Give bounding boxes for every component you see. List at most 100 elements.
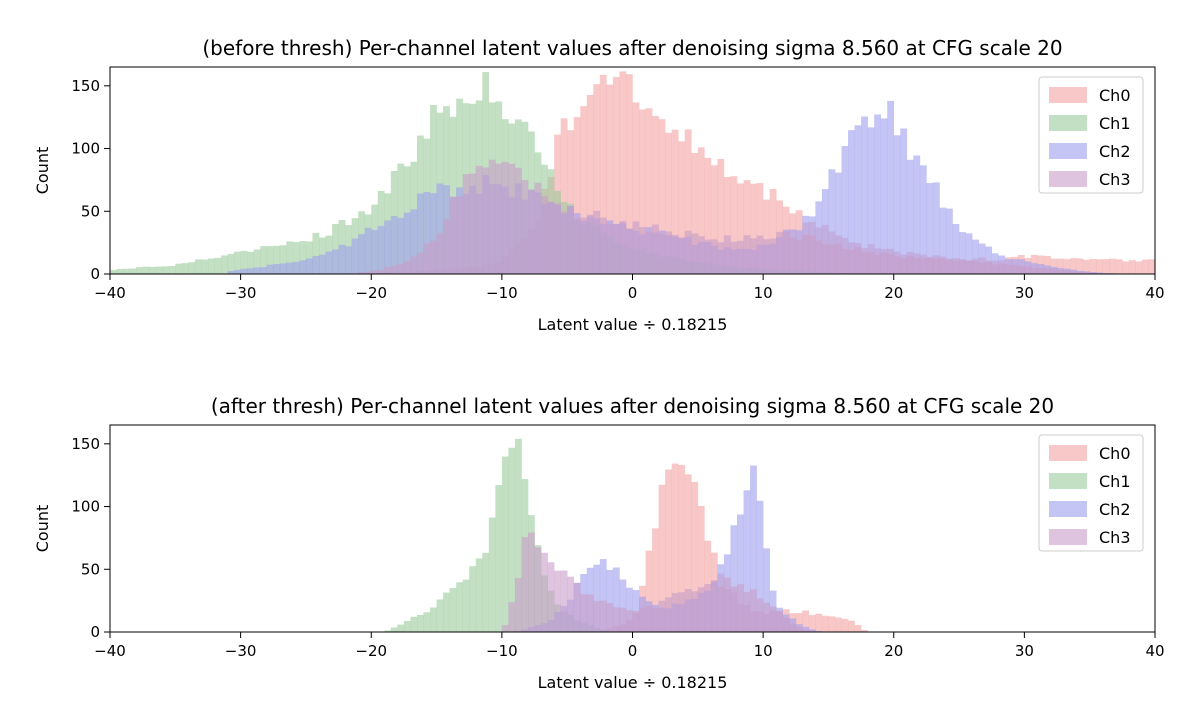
histogram-bar xyxy=(730,525,738,632)
histogram-bar xyxy=(207,258,215,274)
histogram-bar xyxy=(227,271,235,274)
histogram-bar xyxy=(175,263,183,274)
histogram-bar xyxy=(358,234,366,274)
histogram-bar xyxy=(926,258,934,274)
histogram-bar xyxy=(560,211,568,274)
histogram-bar xyxy=(508,163,516,274)
histogram-bar xyxy=(273,264,281,274)
histogram-bar xyxy=(423,243,431,274)
histogram-bar xyxy=(397,217,405,274)
legend-item-ch3: Ch3 xyxy=(1049,170,1131,189)
histogram-bar xyxy=(691,591,699,632)
histogram-bar xyxy=(469,173,477,274)
x-axis-label: Latent value ÷ 0.18215 xyxy=(538,315,728,334)
x-tick-label: −20 xyxy=(355,284,387,302)
histogram-bar xyxy=(625,74,633,274)
histogram-bar xyxy=(730,241,738,274)
legend-label: Ch0 xyxy=(1099,86,1131,105)
histogram-bar xyxy=(632,610,640,632)
histogram-bar xyxy=(867,252,875,274)
histogram-bar xyxy=(410,209,418,274)
histogram-bar xyxy=(710,239,718,274)
histogram-bar xyxy=(632,102,640,274)
legend-label: Ch2 xyxy=(1099,142,1131,161)
y-tick-label: 150 xyxy=(71,77,100,95)
histogram-bar xyxy=(658,600,666,632)
histogram-bar xyxy=(1109,258,1117,274)
histogram-bar xyxy=(554,203,561,274)
histogram-bar xyxy=(678,592,686,632)
histogram-bar xyxy=(880,252,888,274)
histogram-bar xyxy=(240,250,248,274)
histogram-bar xyxy=(665,231,672,274)
legend-item-ch0: Ch0 xyxy=(1049,86,1131,105)
legend-label: Ch2 xyxy=(1099,500,1131,519)
histogram-bar xyxy=(913,155,921,274)
histogram-bar xyxy=(639,109,646,275)
histogram-bar xyxy=(723,177,731,274)
histogram-bar xyxy=(665,132,672,274)
histogram-bar xyxy=(998,263,1006,274)
histogram-bar xyxy=(430,193,437,274)
histogram-bar xyxy=(906,159,914,274)
histogram-bar xyxy=(717,159,725,274)
legend-box xyxy=(1038,76,1144,194)
histogram-bar xyxy=(547,562,555,632)
histogram-bar xyxy=(430,240,437,274)
histogram-bar xyxy=(645,231,653,274)
histogram-bar xyxy=(456,582,463,632)
histogram-bar xyxy=(449,116,457,274)
histogram-bar xyxy=(1011,264,1019,274)
x-tick-label: 10 xyxy=(754,642,773,660)
histogram-bar xyxy=(743,490,751,632)
histogram-bar xyxy=(652,607,659,632)
histogram-bar xyxy=(541,196,548,274)
histogram-bar xyxy=(612,607,620,632)
histogram-bar xyxy=(547,201,555,274)
histogram-bar xyxy=(678,465,686,632)
histogram-bar xyxy=(946,208,953,274)
histogram-bar xyxy=(377,225,385,274)
histogram-bar xyxy=(704,157,712,274)
histogram-bar xyxy=(691,233,699,274)
histogram-bar xyxy=(684,474,692,632)
histogram-bar xyxy=(266,246,274,274)
legend-label: Ch1 xyxy=(1099,472,1131,491)
histogram-bar xyxy=(861,116,868,274)
histogram-bar xyxy=(299,241,307,274)
histogram-bar xyxy=(606,603,614,632)
histogram-bar xyxy=(1037,268,1045,274)
histogram-bar xyxy=(782,231,790,274)
histogram-bar xyxy=(188,262,196,274)
histogram-bar xyxy=(253,267,261,274)
histogram-bar xyxy=(1148,259,1156,274)
histogram-bar xyxy=(1076,271,1084,274)
histogram-bar xyxy=(403,621,411,632)
histogram-bar xyxy=(776,611,784,632)
histogram-bar xyxy=(1030,267,1038,274)
histogram-bar xyxy=(168,266,176,274)
histogram-bar xyxy=(789,237,797,274)
histogram-bar xyxy=(345,246,352,274)
histogram-bar xyxy=(123,268,130,274)
x-tick-label: 20 xyxy=(884,284,903,302)
histogram-bar xyxy=(959,260,966,274)
histogram-bar xyxy=(697,147,705,274)
histogram-bar xyxy=(390,216,398,274)
histogram-bar xyxy=(214,257,222,274)
histogram-bar xyxy=(1128,260,1136,274)
x-tick-label: 0 xyxy=(628,284,638,302)
histogram-bar xyxy=(377,269,385,274)
histogram-bar xyxy=(730,586,738,632)
histogram-bar xyxy=(959,232,966,274)
histogram-bar xyxy=(338,244,346,274)
histogram-bar xyxy=(606,223,614,274)
histogram-bar xyxy=(234,251,241,274)
legend-box xyxy=(1038,434,1144,552)
histogram-bar xyxy=(514,578,522,632)
histogram-bar xyxy=(919,165,927,274)
x-tick-label: −10 xyxy=(486,284,518,302)
histogram-bar xyxy=(880,118,888,274)
histogram-bar xyxy=(364,227,372,274)
histogram-bar xyxy=(364,271,372,274)
